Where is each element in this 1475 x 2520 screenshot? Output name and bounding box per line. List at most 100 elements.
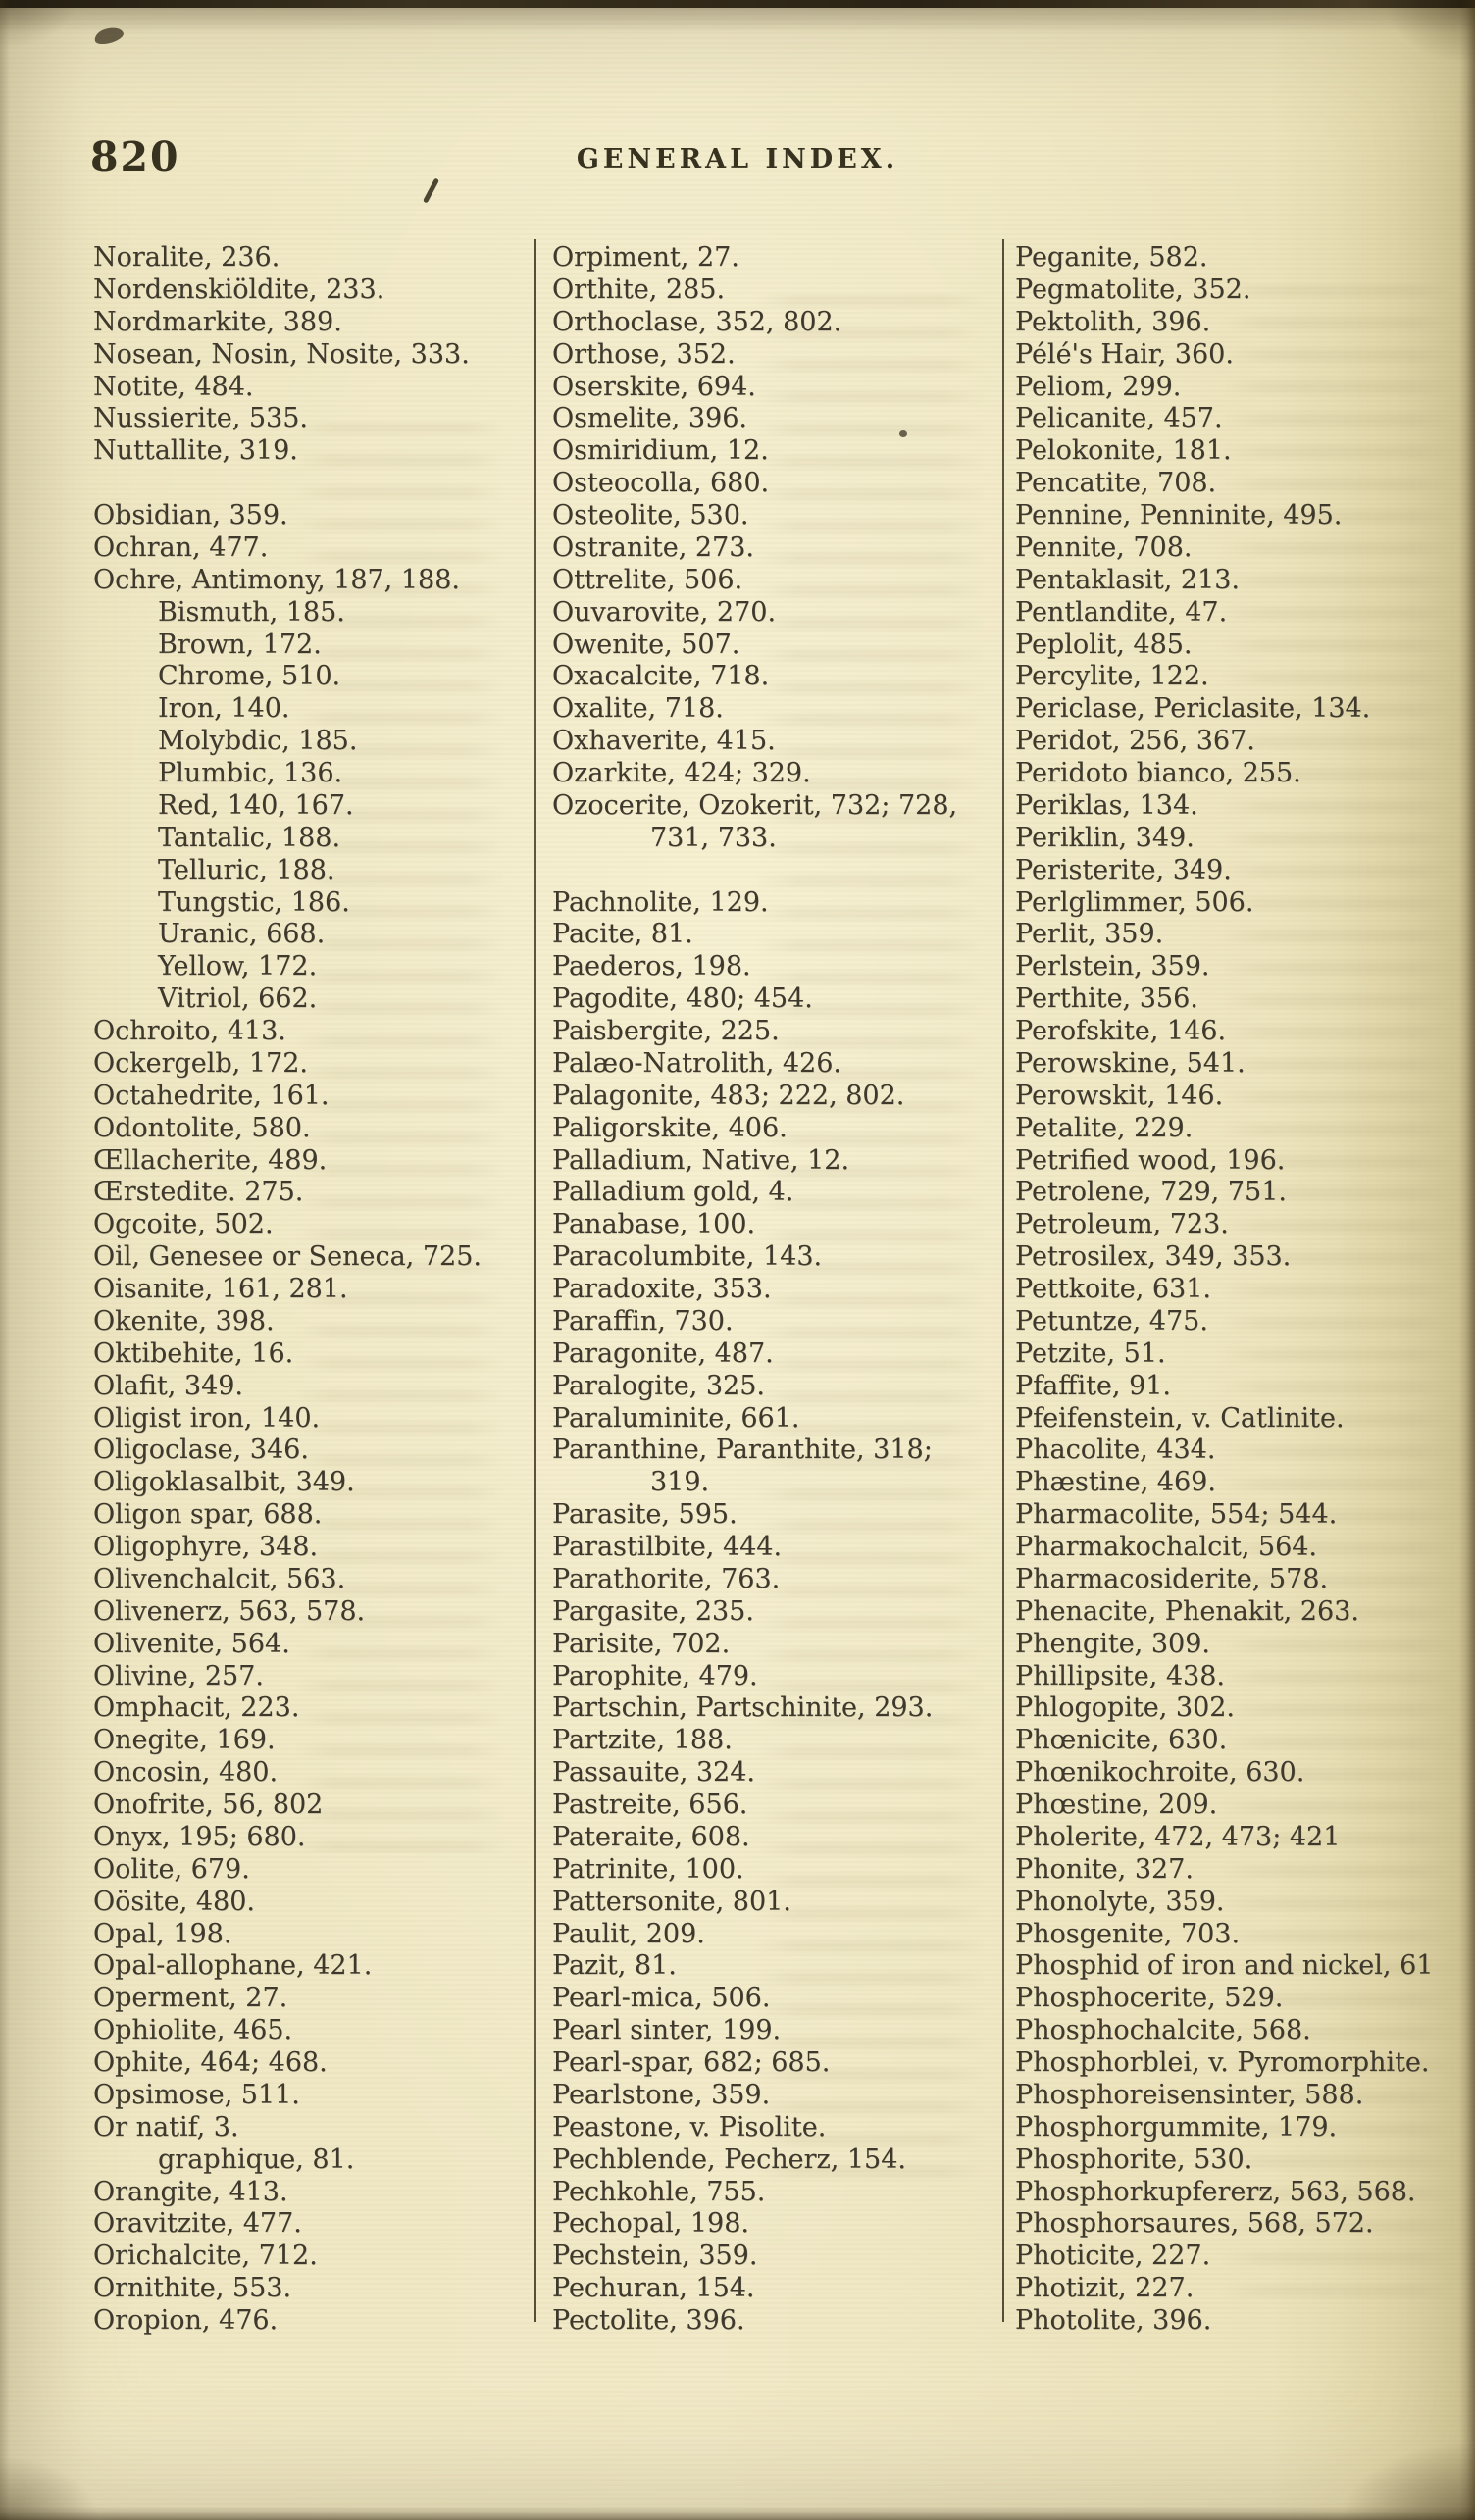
index-entry: Ornithite, 553. [93, 2273, 292, 2304]
index-entry: Olivenite, 564. [93, 1628, 290, 1659]
index-entry: Oxhaverite, 415. [552, 726, 776, 757]
index-entry: Phonite, 327. [1015, 1853, 1194, 1885]
page-top-edge-shadow [0, 8, 1475, 33]
index-entry: Oolite, 679. [93, 1853, 250, 1885]
index-entry: Oligoclase, 346. [93, 1435, 309, 1466]
index-entry: Oligoklasalbit, 349. [93, 1467, 355, 1498]
page-top-edge [0, 0, 1475, 8]
index-entry: Perofskite, 146. [1015, 1016, 1227, 1046]
index-entry: Periclase, Periclasite, 134. [1015, 693, 1371, 725]
index-entry: Palæo-Natrolith, 426. [552, 1047, 841, 1079]
index-entry: Parathorite, 763. [552, 1563, 781, 1594]
index-entry: Molybdic, 185. [158, 726, 358, 757]
index-entry: Omphacit, 223. [93, 1692, 300, 1724]
index-entry: Ogcoite, 502. [93, 1209, 274, 1240]
index-entry: Paligorskite, 406. [552, 1112, 788, 1143]
index-entry: Periklin, 349. [1015, 822, 1195, 853]
index-entry: Ochran, 477. [93, 531, 269, 563]
index-entry: Parastilbite, 444. [552, 1532, 783, 1562]
index-entry: Iron, 140. [158, 693, 290, 725]
index-entry: Paraffin, 730. [552, 1305, 734, 1336]
index-entry: Petrified wood, 196. [1015, 1144, 1286, 1176]
index-entry: Orpiment, 27. [552, 242, 739, 273]
ink-speck-artifact [899, 430, 907, 437]
index-entry: Petrolene, 729, 751. [1015, 1177, 1287, 1208]
column-divider-left [534, 239, 537, 2322]
index-entry: Octahedrite, 161. [93, 1080, 330, 1111]
column-divider-right [1002, 239, 1005, 2322]
index-entry: Oxalite, 718. [552, 693, 724, 725]
index-column-2: Orpiment, 27. Orthite, 285. Orthoclase, 35… [552, 242, 992, 2338]
index-entry: Pentaklasit, 213. [1015, 564, 1240, 595]
index-entry: Owenite, 507. [552, 629, 740, 660]
index-entry: Perowskit, 146. [1015, 1080, 1224, 1111]
index-entry: Pentlandite, 47. [1015, 596, 1228, 628]
index-entry: Pharmacolite, 554; 544. [1015, 1499, 1338, 1531]
index-entry: Odontolite, 580. [93, 1112, 311, 1143]
index-entry: Pargasite, 235. [552, 1595, 754, 1627]
index-entry: Pagodite, 480; 454. [552, 983, 813, 1015]
index-entry: Paranthine, Paranthite, 318; [552, 1435, 933, 1466]
index-entry: Phœnikochroite, 630. [1015, 1757, 1305, 1789]
blank-line [552, 855, 992, 887]
index-entry: Phæstine, 469. [1015, 1467, 1216, 1498]
index-entry: Nosean, Nosin, Nosite, 333. [93, 338, 470, 370]
index-entry: Ostranite, 273. [552, 531, 754, 563]
index-entry: Partschin, Partschinite, 293. [552, 1692, 934, 1724]
index-entry: Phlogopite, 302. [1015, 1692, 1236, 1724]
index-entry: Plumbic, 136. [158, 758, 343, 788]
index-entry: Pechkohle, 755. [552, 2176, 766, 2207]
index-entry: Paragonite, 487. [552, 1337, 774, 1369]
index-entry: Paralogite, 325. [552, 1370, 765, 1401]
index-entry: Partzite, 188. [552, 1725, 733, 1756]
index-entry: Oserskite, 694. [552, 371, 756, 402]
index-entry: Photolite, 396. [1015, 2305, 1212, 2336]
index-entry: Osmelite, 396. [552, 403, 747, 434]
ink-stroke-artifact [422, 177, 440, 204]
index-entry: Phosphorgummite, 179. [1015, 2111, 1338, 2142]
index-entry: Perlit, 359. [1015, 919, 1164, 950]
index-entry: Peristerite, 349. [1015, 854, 1232, 885]
index-entry: Paraluminite, 661. [552, 1402, 800, 1434]
index-entry: Opal, 198. [93, 1918, 232, 1949]
index-entry: Phacolite, 434. [1015, 1435, 1216, 1466]
index-entry: Phosphorblei, v. Pyromorphite. [1015, 2047, 1430, 2078]
index-entry: Petroleum, 723. [1015, 1209, 1229, 1240]
index-entry: Tantalic, 188. [158, 822, 341, 853]
index-entry: Pearlstone, 359. [552, 2079, 771, 2110]
index-entry: Orthoclase, 352, 802. [552, 306, 842, 337]
index-entry: Phosphorkupfererz, 563, 568. [1015, 2176, 1416, 2207]
index-entry: Osmiridium, 12. [552, 435, 769, 467]
index-entry: Olafit, 349. [93, 1370, 244, 1401]
index-entry: Pechstein, 359. [552, 2241, 758, 2272]
index-entry: Œllacherite, 489. [93, 1144, 328, 1176]
page-number: 820 [90, 133, 180, 180]
index-entry: Phonolyte, 359. [1015, 1886, 1225, 1917]
index-entry: Pechopal, 198. [552, 2208, 749, 2240]
index-entry: Oisanite, 161, 281. [93, 1274, 348, 1304]
index-entry: Ophiolite, 465. [93, 2015, 293, 2046]
index-entry: Peridoto bianco, 255. [1015, 758, 1301, 788]
index-entry: Pharmakochalcit, 564. [1015, 1532, 1318, 1562]
index-entry: Photizit, 227. [1015, 2273, 1195, 2304]
index-entry: Pateraite, 608. [552, 1821, 750, 1852]
index-entry: Pennite, 708. [1015, 531, 1193, 563]
index-entry: Palladium gold, 4. [552, 1177, 794, 1208]
index-entry: Percylite, 122. [1015, 661, 1209, 692]
index-entry: Brown, 172. [158, 629, 322, 660]
index-entry: Peridot, 256, 367. [1015, 726, 1255, 757]
index-entry: Perowskine, 541. [1015, 1047, 1246, 1079]
index-entry: Uranic, 668. [158, 919, 326, 950]
index-entry: Olivenchalcit, 563. [93, 1563, 346, 1594]
index-entry: Pearl sinter, 199. [552, 2015, 782, 2046]
index-entry: Oxacalcite, 718. [552, 661, 770, 692]
index-entry: Paisbergite, 225. [552, 1016, 780, 1046]
index-entry: Ozocerite, Ozokerit, 732; 728, [552, 789, 958, 821]
index-entry: Red, 140, 167. [158, 789, 354, 821]
index-entry: Ozarkite, 424; 329. [552, 758, 811, 788]
index-entry: Pegmatolite, 352. [1015, 274, 1251, 305]
index-entry: Nuttallite, 319. [93, 435, 298, 467]
index-entry: Onegite, 169. [93, 1725, 276, 1756]
index-entry: Phengite, 309. [1015, 1628, 1210, 1659]
